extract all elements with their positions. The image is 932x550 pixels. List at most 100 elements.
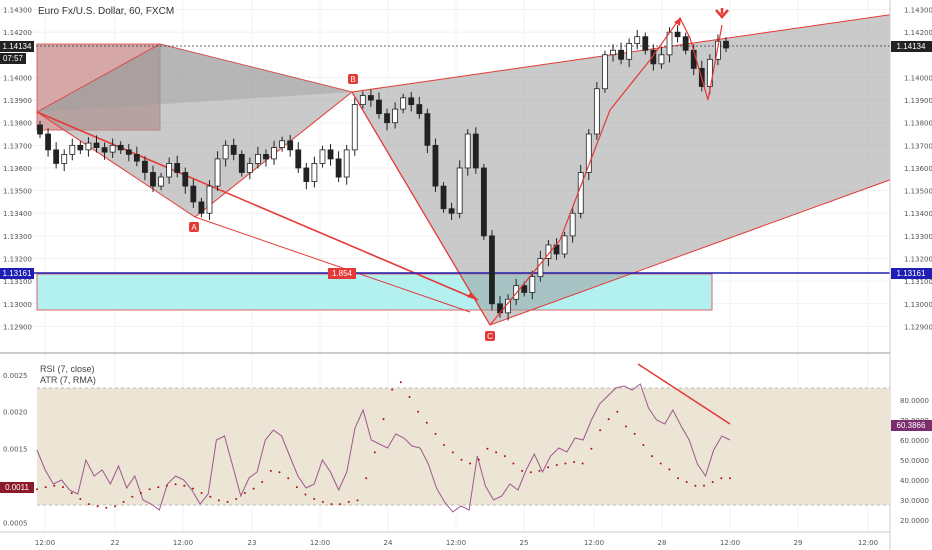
- price-tick-label: 1.13800: [904, 120, 932, 128]
- cd-leg: [489, 16, 723, 326]
- rsi-tick-label: 30.0000: [900, 497, 929, 505]
- candle-body: [650, 49, 657, 65]
- candle-body: [93, 142, 100, 149]
- candle-body: [190, 185, 197, 203]
- price-axis-ticks: 1.14300 1.14200 1.14000 1.13900 1.13800 1.137…: [904, 7, 932, 332]
- candle-body: [602, 54, 608, 90]
- atr-dot: [313, 498, 316, 500]
- atr-dot: [573, 461, 576, 463]
- rsi-tick-label: 60.0000: [900, 437, 929, 445]
- atr-dot: [417, 410, 420, 413]
- atr-dot: [114, 505, 116, 508]
- price-tick-label-left: 1.13600: [3, 165, 32, 173]
- price-tick-label-left: 1.13900: [3, 97, 32, 105]
- candle-body: [295, 149, 302, 169]
- candle-body: [392, 108, 399, 124]
- time-axis-ticks[interactable]: 12:00 22 12:00 23 12:00 24 12:00 25 12:00 28 12:00…: [35, 539, 878, 547]
- atr-dot: [495, 451, 498, 454]
- atr-dot: [226, 500, 229, 503]
- price-tick-label: 1.13300: [904, 233, 932, 241]
- atr-dot: [382, 418, 385, 421]
- candle-body: [674, 31, 681, 38]
- price-tick-label-left: 1.12900: [3, 323, 32, 331]
- svg-text:1.14134: 1.14134: [3, 42, 32, 51]
- atr-dot: [79, 498, 82, 500]
- atr-tick-label: 0.0005: [3, 520, 28, 528]
- atr-dot: [633, 432, 636, 435]
- atr-dot: [659, 462, 662, 465]
- atr-dot: [295, 486, 298, 489]
- ac-projection-line: [194, 216, 471, 313]
- candle-body: [238, 153, 245, 173]
- candle-body: [319, 149, 326, 164]
- rsi-legend[interactable]: RSI (7, close): [40, 364, 95, 374]
- atr-dot: [607, 418, 610, 421]
- rsi-trendline: [637, 363, 731, 425]
- candle-body: [85, 142, 92, 151]
- atr-dot: [131, 495, 134, 498]
- atr-dots: [36, 381, 731, 509]
- rsi-tick-label: 20.0000: [900, 517, 929, 525]
- atr-dot: [62, 486, 64, 489]
- atr-dot: [365, 477, 368, 480]
- candle-body: [610, 49, 616, 56]
- svg-text:A: A: [191, 223, 197, 232]
- atr-dot: [373, 451, 376, 454]
- rsi-tick-label: 80.0000: [900, 397, 929, 405]
- candle-body: [174, 163, 181, 173]
- atr-dot: [252, 487, 255, 490]
- candle-body: [464, 133, 471, 169]
- candle-body: [529, 276, 536, 293]
- level-price-tag-left: 1.13161: [0, 268, 34, 279]
- atr-legend[interactable]: ATR (7, RMA): [40, 375, 96, 385]
- rsi-value-tag: 60.3866: [891, 420, 932, 431]
- price-tick-label: 1.13700: [904, 142, 932, 150]
- atr-dot: [391, 388, 394, 391]
- xc-projection-line: [36, 111, 479, 301]
- countdown-tag: 07:57: [0, 53, 26, 64]
- candle-body: [440, 185, 447, 210]
- candle-body: [723, 40, 729, 49]
- candle-body: [448, 208, 455, 214]
- candle-body: [198, 201, 205, 214]
- candle-body: [142, 160, 148, 173]
- candle-body: [150, 172, 156, 187]
- candle-body: [206, 185, 213, 214]
- candle-body: [335, 158, 342, 178]
- candlestick-series: [37, 25, 729, 321]
- atr-dot: [512, 462, 515, 465]
- candle-body: [658, 54, 665, 65]
- atr-dot: [616, 410, 619, 413]
- candle-body: [626, 43, 633, 60]
- price-tick-label-left: 1.13000: [3, 301, 32, 309]
- atr-value-tag: 0.0011: [0, 482, 34, 493]
- candle-body: [351, 104, 358, 151]
- candle-body: [577, 172, 584, 214]
- candle-body: [585, 133, 592, 173]
- candle-body: [37, 124, 43, 135]
- candle-body: [521, 285, 528, 293]
- price-tick-label-left: 1.13100: [3, 278, 32, 286]
- time-tick-label: 12:00: [584, 539, 604, 547]
- atr-dot: [157, 486, 160, 489]
- atr-dot: [261, 481, 264, 483]
- candle-body: [45, 133, 51, 151]
- candle-body: [359, 95, 366, 105]
- time-tick-label: 29: [794, 539, 803, 547]
- atr-dot: [486, 447, 489, 450]
- candle-body: [367, 95, 374, 101]
- candle-body: [706, 58, 713, 87]
- current-price-tag-right: 1.14134: [891, 41, 932, 52]
- candle-body: [279, 140, 286, 149]
- time-tick-label: 12:00: [310, 539, 330, 547]
- price-tick-label-left: 1.13400: [3, 210, 32, 218]
- atr-dot: [521, 469, 524, 472]
- price-tick-label: 1.13000: [904, 301, 932, 309]
- candle-body: [408, 97, 415, 105]
- candle-body: [343, 149, 350, 178]
- atr-dot: [460, 458, 463, 461]
- atr-dot: [304, 493, 307, 496]
- svg-text:1.854: 1.854: [332, 269, 353, 278]
- candle-body: [101, 147, 108, 153]
